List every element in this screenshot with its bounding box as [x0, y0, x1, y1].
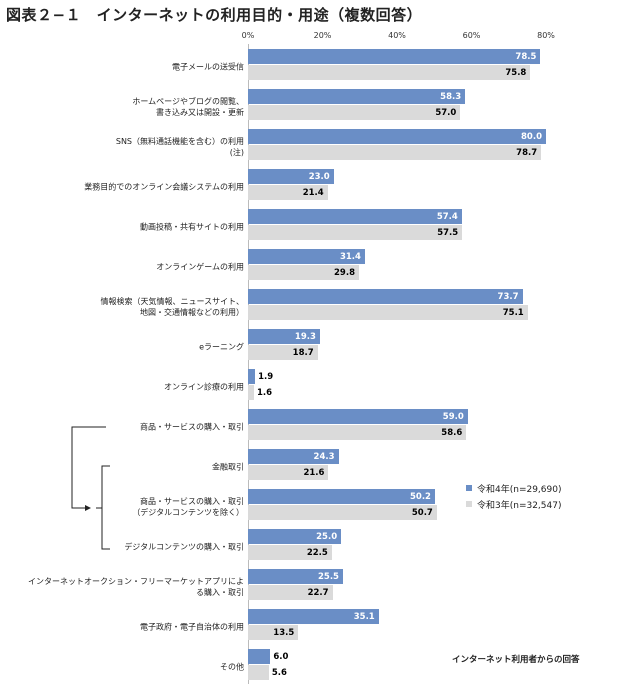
bar-r3 — [248, 505, 437, 520]
category-label: オンラインゲームの利用 — [156, 262, 244, 272]
y-axis-line — [248, 44, 249, 684]
bar-r4 — [248, 49, 541, 64]
value-label-r4: 58.3 — [440, 91, 462, 102]
bar-r3 — [248, 185, 328, 200]
bracket-arrow-line — [71, 426, 106, 509]
category-label: その他 — [220, 662, 244, 672]
value-label-r3: 5.6 — [271, 667, 287, 678]
category-label: 業務目的でのオンライン会議システムの利用 — [84, 182, 244, 192]
value-label-r4: 78.5 — [515, 51, 537, 62]
category-label: オンライン診療の利用 — [164, 382, 244, 392]
bracket-arrow-head — [85, 505, 91, 511]
bar-r4 — [248, 289, 523, 304]
value-label-r4: 50.2 — [410, 491, 431, 502]
value-label-r3: 1.6 — [256, 387, 273, 398]
value-label-r3: 13.5 — [273, 627, 295, 638]
value-label-r3: 57.0 — [435, 107, 457, 118]
legend-item-r3: 令和3年(n=32,547) — [466, 496, 562, 512]
bar-r4 — [248, 129, 546, 144]
legend-item-r4: 令和4年(n=29,690) — [466, 480, 562, 496]
legend-label-r4: 令和4年(n=29,690) — [477, 484, 562, 495]
bar-r3 — [248, 105, 461, 120]
category-label: 動画投稿・共有サイトの利用 — [140, 222, 244, 232]
bar-r4 — [248, 489, 435, 504]
bar-r3 — [248, 385, 254, 400]
category-label: デジタルコンテンツの購入・取引 — [124, 542, 244, 552]
bar-r4 — [248, 569, 343, 584]
legend-label-r3: 令和3年(n=32,547) — [477, 500, 562, 511]
category-label: eラーニング — [199, 342, 244, 352]
bar-r3 — [248, 625, 299, 640]
value-label-r4: 57.4 — [436, 211, 458, 222]
value-label-r3: 22.7 — [307, 587, 329, 598]
legend: 令和4年(n=29,690) 令和3年(n=32,547) — [466, 480, 562, 512]
bar-r4 — [248, 649, 271, 664]
bar-r3 — [248, 665, 269, 680]
value-label-r3: 57.5 — [437, 227, 459, 238]
category-label: 商品・サービスの購入・取引 — [140, 422, 244, 432]
bar-r4 — [248, 249, 365, 264]
value-label-r3: 29.8 — [334, 267, 355, 278]
bar-r3 — [248, 145, 542, 160]
bar-r4 — [248, 529, 342, 544]
value-label-r3: 50.7 — [411, 507, 433, 518]
footnote: インターネット利用者からの回答 — [452, 655, 580, 665]
value-label-r3: 75.1 — [502, 307, 524, 318]
bar-r4 — [248, 89, 466, 104]
category-label: 商品・サービスの購入・取引 （デジタルコンテンツを除く） — [132, 497, 244, 517]
value-label-r3: 75.8 — [505, 67, 527, 78]
bar-r3 — [248, 465, 329, 480]
bar-r4 — [248, 209, 462, 224]
bar-r3 — [248, 345, 318, 360]
value-label-r4: 25.5 — [318, 571, 339, 582]
bar-r4 — [248, 329, 320, 344]
bar-r4 — [248, 609, 379, 624]
bracket-group-line — [101, 465, 110, 550]
bar-r4 — [248, 169, 334, 184]
category-label: インターネットオークション・フリーマーケットアプリによ る購入・取引 — [28, 577, 244, 597]
value-label-r3: 18.7 — [292, 347, 314, 358]
bar-r4 — [248, 449, 339, 464]
x-tick-label: 40% — [388, 31, 406, 40]
bar-r3 — [248, 225, 463, 240]
value-label-r4: 24.3 — [313, 451, 335, 462]
category-label: 電子メールの送受信 — [172, 62, 244, 72]
value-label-r3: 78.7 — [516, 147, 538, 158]
value-label-r3: 22.5 — [306, 547, 328, 558]
bar-r4 — [248, 409, 468, 424]
bar-r3 — [248, 65, 531, 80]
category-label: 情報検索（天気情報、ニュースサイト、 地図・交通情報などの利用） — [100, 297, 244, 317]
value-label-r3: 21.6 — [303, 467, 325, 478]
value-label-r4: 23.0 — [308, 171, 330, 182]
legend-swatch-r3 — [466, 501, 472, 507]
bar-r3 — [248, 265, 359, 280]
value-label-r4: 31.4 — [339, 251, 361, 262]
chart-title: 図表２−１ インターネットの利用目的・用途（複数回答） — [6, 6, 423, 24]
category-label: 電子政府・電子自治体の利用 — [140, 622, 244, 632]
legend-swatch-r4 — [466, 485, 472, 491]
value-label-r4: 6.0 — [273, 651, 289, 662]
value-label-r4: 73.7 — [497, 291, 519, 302]
bar-r3 — [248, 425, 467, 440]
bar-r3 — [248, 305, 528, 320]
value-label-r4: 19.3 — [294, 331, 316, 342]
value-label-r3: 58.6 — [441, 427, 463, 438]
category-label: ホームページやブログの閲覧、 書き込み又は開設・更新 — [132, 97, 244, 117]
x-tick-label: 60% — [462, 31, 481, 40]
x-tick-label: 0% — [241, 31, 255, 40]
bar-r3 — [248, 585, 333, 600]
category-label: 金融取引 — [212, 462, 244, 472]
bar-r3 — [248, 545, 332, 560]
x-tick-label: 80% — [537, 31, 555, 40]
x-tick-label: 20% — [313, 31, 332, 40]
value-label-r3: 21.4 — [302, 187, 324, 198]
bar-r4 — [248, 369, 256, 384]
value-label-r4: 80.0 — [521, 131, 542, 142]
value-label-r4: 35.1 — [353, 611, 375, 622]
value-label-r4: 1.9 — [258, 371, 274, 382]
value-label-r4: 25.0 — [316, 531, 338, 542]
category-label: SNS（無料通話機能を含む）の利用 (注) — [115, 137, 244, 157]
value-label-r4: 59.0 — [442, 411, 464, 422]
